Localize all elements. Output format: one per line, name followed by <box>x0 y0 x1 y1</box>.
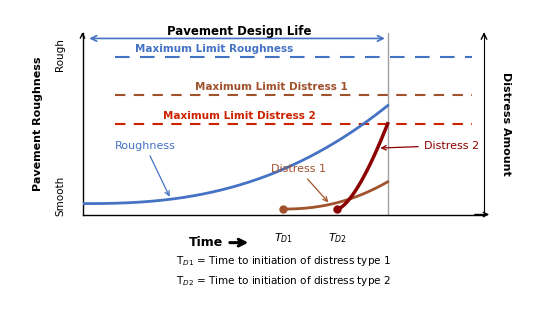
Text: Maximum Limit Distress 2: Maximum Limit Distress 2 <box>163 111 316 121</box>
Text: $T_{D1}$: $T_{D1}$ <box>274 231 293 245</box>
Text: T$_{D1}$ = Time to initiation of distress type 1: T$_{D1}$ = Time to initiation of distres… <box>176 254 390 268</box>
Text: Pavement Design Life: Pavement Design Life <box>167 24 311 38</box>
Text: Time: Time <box>189 236 223 249</box>
Text: Pavement Roughness: Pavement Roughness <box>34 56 43 191</box>
Text: Roughness: Roughness <box>114 141 175 195</box>
Text: $T_{D2}$: $T_{D2}$ <box>328 231 347 245</box>
Text: Maximum Limit Distress 1: Maximum Limit Distress 1 <box>195 82 348 92</box>
Text: T$_{D2}$ = Time to initiation of distress type 2: T$_{D2}$ = Time to initiation of distres… <box>176 275 390 288</box>
Text: Smooth: Smooth <box>56 176 65 216</box>
Text: Distress 1: Distress 1 <box>271 164 327 201</box>
Text: Rough: Rough <box>56 38 65 71</box>
Text: Distress 2: Distress 2 <box>382 141 479 150</box>
Y-axis label: Distress Amount: Distress Amount <box>500 72 510 176</box>
Text: Maximum Limit Roughness: Maximum Limit Roughness <box>135 44 293 54</box>
